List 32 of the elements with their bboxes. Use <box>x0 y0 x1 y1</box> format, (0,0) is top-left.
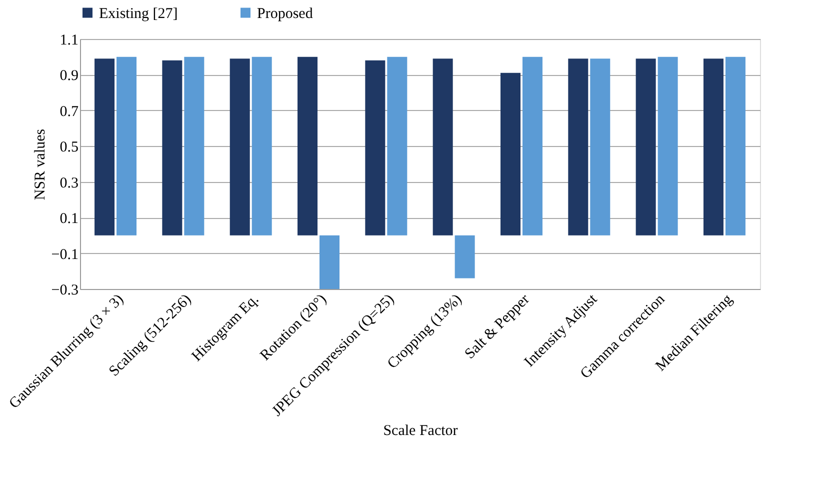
bar <box>500 72 520 236</box>
bar <box>116 56 137 236</box>
bar <box>725 56 746 236</box>
y-axis-title: NSR values <box>32 128 48 200</box>
y-tick-label: 0.7 <box>60 104 79 120</box>
y-tick-label: 0.5 <box>60 140 78 156</box>
bar <box>568 58 588 236</box>
bar <box>387 56 408 236</box>
y-tick-label: 0.1 <box>60 211 78 228</box>
bar <box>590 58 610 236</box>
bar <box>454 235 475 278</box>
y-tick-label: 0.9 <box>60 68 78 84</box>
bar <box>636 58 656 236</box>
bar <box>298 56 318 236</box>
bar <box>658 56 678 236</box>
bar <box>252 56 272 236</box>
bar <box>184 56 204 236</box>
bar <box>365 60 386 236</box>
x-axis-title: Scale Factor <box>383 422 458 439</box>
bar <box>94 58 115 236</box>
bar <box>432 58 453 236</box>
y-tick-label: −0.3 <box>51 282 78 298</box>
bar <box>230 58 250 236</box>
y-tick-label: 0.3 <box>60 175 78 192</box>
bar <box>162 60 182 236</box>
y-tick-label: −0.1 <box>51 246 78 263</box>
bar <box>320 235 340 289</box>
legend-label: Proposed <box>257 6 314 22</box>
bar <box>522 56 542 236</box>
y-tick-label: 1.1 <box>60 32 78 48</box>
bar <box>703 58 724 236</box>
legend-label: Existing [27] <box>99 6 178 22</box>
